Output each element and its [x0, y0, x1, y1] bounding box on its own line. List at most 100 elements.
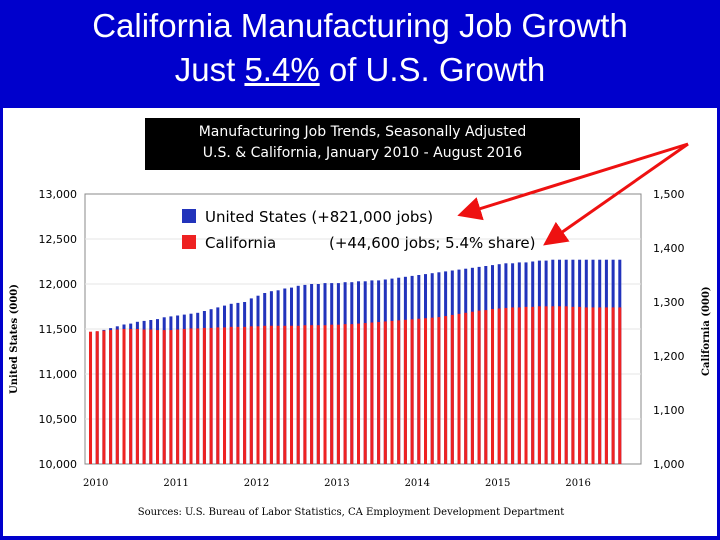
- bar-ca: [383, 321, 387, 464]
- bar-ca: [290, 325, 294, 464]
- bar-ca: [558, 306, 562, 464]
- bar-ca: [410, 319, 414, 464]
- slide-title-line2: Just 5.4% of U.S. Growth: [0, 48, 720, 92]
- bar-ca: [377, 321, 381, 464]
- bar-ca: [531, 306, 535, 464]
- bar-ca: [243, 326, 247, 464]
- bar-ca: [537, 306, 541, 464]
- bar-ca: [182, 329, 186, 464]
- bar-ca: [524, 306, 528, 464]
- bar-ca: [611, 307, 615, 464]
- chart-title-line2: U.S. & California, January 2010 - August…: [202, 145, 523, 161]
- left-tick-label: 10,000: [39, 458, 78, 471]
- left-tick-label: 11,500: [39, 323, 78, 336]
- bar-ca: [142, 329, 146, 464]
- x-axis-ticks: 2010 2011 2012 2013 2014 2015 2016: [83, 478, 591, 489]
- chart-source: Sources: U.S. Bureau of Labor Statistics…: [138, 507, 565, 518]
- bar-ca: [470, 311, 474, 464]
- right-axis-ticks: 1,500 1,400 1,300 1,200 1,100 1,000: [653, 188, 685, 471]
- bar-ca: [551, 306, 555, 464]
- year-tick-label: 2014: [405, 478, 430, 489]
- bar-ca: [390, 320, 394, 464]
- year-tick-label: 2012: [244, 478, 269, 489]
- bar-ca: [578, 306, 582, 464]
- bar-ca: [430, 317, 434, 464]
- bar-ca: [491, 309, 495, 464]
- bar-ca: [276, 325, 280, 464]
- bar-ca: [156, 330, 160, 464]
- bar-ca: [296, 325, 300, 464]
- bar-ca: [343, 324, 347, 464]
- bar-ca: [149, 329, 153, 464]
- bar-ca: [450, 314, 454, 464]
- bar-ca: [363, 323, 367, 464]
- right-tick-label: 1,000: [653, 458, 685, 471]
- bar-ca: [504, 307, 508, 464]
- bar-ca: [564, 306, 568, 464]
- gridlines: [85, 238, 641, 420]
- bar-ca: [162, 330, 166, 464]
- bar-ca: [336, 324, 340, 464]
- bar-ca: [437, 317, 441, 464]
- bar-ca: [370, 322, 374, 464]
- right-tick-label: 1,300: [653, 296, 685, 309]
- bar-ca: [202, 327, 206, 464]
- bar-ca: [89, 331, 93, 464]
- bar-ca: [236, 326, 240, 464]
- right-axis-title: California (000): [701, 286, 712, 376]
- chart-title-box: Manufacturing Job Trends, Seasonally Adj…: [145, 118, 580, 170]
- left-tick-label: 11,000: [39, 368, 78, 381]
- bar-ca: [109, 330, 113, 464]
- bar-ca: [591, 307, 595, 464]
- bar-ca: [397, 320, 401, 464]
- legend-ca-swatch: [182, 235, 196, 249]
- bar-ca: [517, 307, 521, 464]
- bar-ca: [316, 325, 320, 464]
- bar-ca: [544, 306, 548, 464]
- year-tick-label: 2011: [163, 478, 188, 489]
- left-tick-label: 12,000: [39, 278, 78, 291]
- bar-ca: [176, 329, 180, 464]
- chart-title-line1: Manufacturing Job Trends, Seasonally Adj…: [198, 124, 527, 140]
- bar-ca: [310, 325, 314, 464]
- bar-ca: [323, 325, 327, 464]
- left-axis-ticks: 13,000 12,500 12,000 11,500 11,000 10,500 10,0…: [39, 188, 78, 471]
- bar-ca: [169, 330, 173, 464]
- us-bars: [89, 259, 622, 464]
- bar-ca: [283, 325, 287, 464]
- legend-ca-extra: (+44,600 jobs; 5.4% share): [329, 234, 535, 252]
- bar-ca: [115, 329, 119, 464]
- bar-ca: [256, 326, 260, 464]
- slide-title-line1: California Manufacturing Job Growth: [92, 7, 628, 44]
- slide-title-percent: 5.4%: [244, 51, 320, 88]
- bar-ca: [598, 307, 602, 464]
- left-tick-label: 10,500: [39, 413, 78, 426]
- bar-ca: [249, 326, 253, 464]
- bar-ca: [584, 307, 588, 464]
- bar-ca: [403, 319, 407, 464]
- bar-ca: [330, 324, 334, 464]
- slide-title-suffix: of U.S. Growth: [319, 51, 546, 88]
- bar-ca: [571, 306, 575, 464]
- bar-ca: [618, 307, 622, 464]
- bar-ca: [189, 328, 193, 464]
- bar-ca: [604, 307, 608, 464]
- left-tick-label: 13,000: [39, 188, 78, 201]
- slide-title-prefix: Just: [174, 51, 245, 88]
- bar-ca: [229, 326, 233, 464]
- chart-panel: 13,000 12,500 12,000 11,500 11,000 10,500 10,0…: [3, 108, 717, 536]
- bar-ca: [263, 325, 267, 464]
- year-tick-label: 2013: [324, 478, 349, 489]
- bar-ca: [350, 324, 354, 464]
- annotation-arrow-ca: [543, 142, 689, 246]
- bar-ca: [511, 307, 515, 464]
- bar-ca: [357, 323, 361, 464]
- bar-ca: [484, 310, 488, 464]
- bar-ca: [95, 331, 99, 464]
- bar-ca: [477, 310, 481, 464]
- bar-ca: [303, 325, 307, 464]
- bar-ca: [129, 329, 133, 464]
- right-tick-label: 1,500: [653, 188, 685, 201]
- bar-ca: [122, 329, 126, 464]
- annotation-arrow-us: [457, 142, 689, 221]
